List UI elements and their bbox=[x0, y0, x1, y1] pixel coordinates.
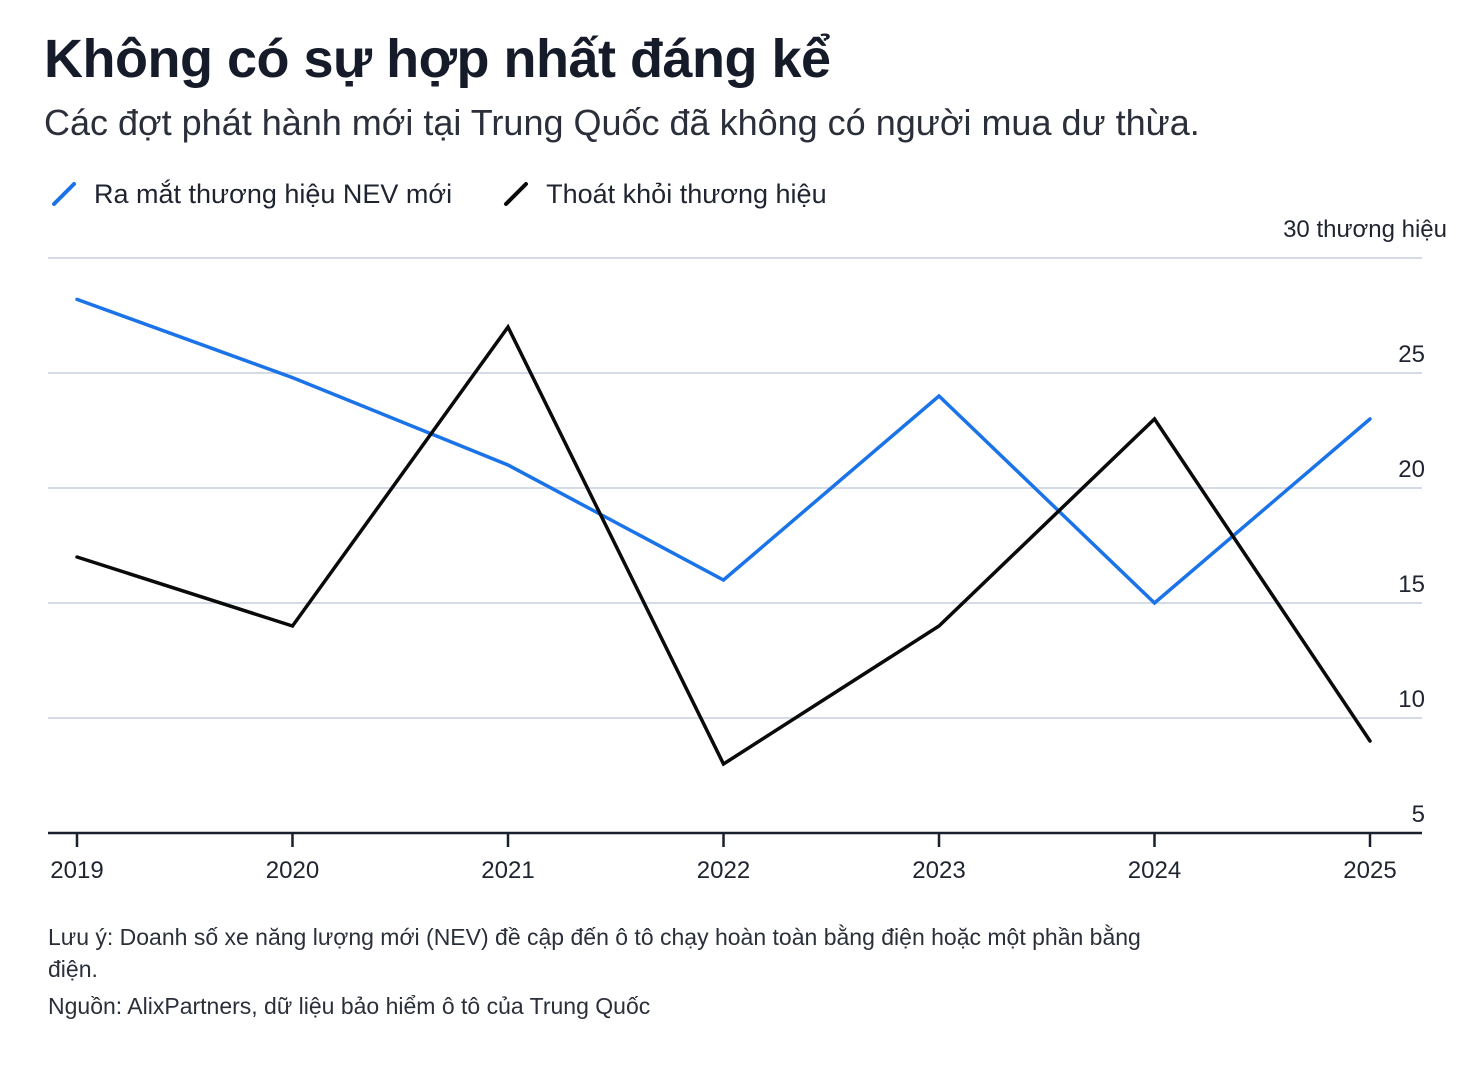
legend-item-new-brands: Ra mắt thương hiệu NEV mới bbox=[50, 179, 452, 210]
footnote-note: Lưu ý: Doanh số xe năng lượng mới (NEV) … bbox=[48, 924, 1141, 982]
legend-swatch-brand-exits bbox=[504, 182, 529, 206]
y-tick-label-30: 30 thương hiệu bbox=[1283, 216, 1447, 243]
y-axis-tick-labels: 30 thương hiệu 25 20 15 10 5 bbox=[1283, 216, 1447, 828]
x-tick-label-2021: 2021 bbox=[481, 857, 534, 884]
legend-label-brand-exits: Thoát khỏi thương hiệu bbox=[546, 178, 827, 209]
chart-subtitle: Các đợt phát hành mới tại Trung Quốc đã … bbox=[44, 102, 1200, 143]
x-tick-label-2024: 2024 bbox=[1128, 857, 1181, 884]
x-tick-label-2023: 2023 bbox=[912, 857, 965, 884]
legend: Ra mắt thương hiệu NEV mới Thoát khỏi th… bbox=[50, 174, 877, 214]
footnote-source: Nguồn: AlixPartners, dữ liệu bảo hiểm ô … bbox=[48, 993, 651, 1019]
y-tick-label-10: 10 bbox=[1398, 686, 1425, 713]
chart-title: Không có sự hợp nhất đáng kể bbox=[44, 29, 831, 89]
series-line-brand-exits bbox=[75, 323, 1372, 767]
x-axis: 2019 2020 2021 2022 2023 2024 2025 bbox=[48, 831, 1422, 884]
gridlines bbox=[48, 257, 1422, 719]
x-tick-label-2020: 2020 bbox=[266, 857, 319, 884]
x-tick-label-2019: 2019 bbox=[50, 857, 103, 884]
legend-item-brand-exits: Thoát khỏi thương hiệu bbox=[502, 178, 827, 210]
x-tick-label-2022: 2022 bbox=[697, 857, 750, 884]
y-tick-label-20: 20 bbox=[1398, 456, 1425, 483]
y-tick-label-5: 5 bbox=[1412, 801, 1425, 828]
legend-swatch-new-brands bbox=[52, 182, 76, 206]
y-tick-label-25: 25 bbox=[1398, 341, 1425, 368]
x-tick-label-2025: 2025 bbox=[1343, 857, 1396, 884]
series-lines bbox=[75, 297, 1372, 767]
legend-label-new-brands: Ra mắt thương hiệu NEV mới bbox=[94, 178, 453, 209]
y-tick-label-15: 15 bbox=[1398, 571, 1425, 598]
